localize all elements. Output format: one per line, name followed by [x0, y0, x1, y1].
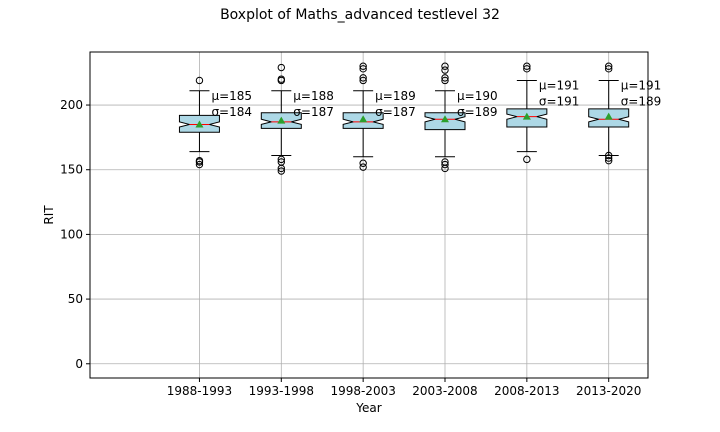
x-tick-label: 2008-2013	[494, 384, 559, 398]
outlier-point	[277, 63, 285, 72]
outlier-point	[277, 75, 285, 83]
outlier-point	[277, 155, 285, 164]
outlier-point	[523, 155, 531, 164]
outlier-point	[605, 156, 613, 165]
y-tick-label: 0	[75, 357, 83, 371]
x-axis-label: Year	[355, 401, 381, 415]
grid-layer	[90, 52, 648, 378]
mean-annotation: μ=185	[211, 89, 252, 103]
outlier-point	[277, 158, 285, 166]
box-group: μ=190 σ=189	[424, 62, 498, 173]
outlier-point	[441, 158, 449, 166]
mean-marker	[195, 120, 204, 128]
box-group: μ=191 σ=189	[588, 62, 662, 165]
x-tick-label: 1993-1998	[249, 384, 314, 398]
box-group: μ=185 σ=184	[178, 76, 252, 169]
outlier-point	[359, 65, 367, 73]
x-tick-label: 2003-2008	[412, 384, 477, 398]
chart-title: Boxplot of Maths_advanced testlevel 32	[220, 7, 500, 23]
outlier-point	[605, 151, 613, 160]
mean-annotation: μ=188	[293, 89, 334, 103]
x-tick-label: 1998-2003	[330, 384, 395, 398]
y-tick-label: 150	[60, 163, 83, 177]
mean-annotation: μ=189	[375, 89, 416, 103]
mean-marker	[277, 116, 286, 124]
outlier-point	[441, 76, 449, 85]
outlier-point	[195, 76, 204, 85]
y-tick-label: 50	[68, 292, 83, 306]
sigma-annotation: σ=187	[375, 105, 416, 119]
outlier-point	[605, 62, 613, 70]
axes-layer: 0 50 100 150 200 1988-1993 1993-1998 1998-2003 2…	[60, 98, 641, 398]
y-axis-label: RIT	[42, 205, 56, 225]
outlier-point	[359, 159, 367, 167]
outlier-point	[605, 154, 613, 162]
outlier-point	[359, 62, 367, 70]
outlier-point	[359, 74, 367, 82]
mean-marker	[441, 115, 449, 123]
outlier-point	[359, 163, 367, 171]
sigma-annotation: σ=191	[539, 94, 580, 108]
outlier-point	[523, 65, 531, 73]
outlier-point	[441, 160, 449, 169]
sigma-annotation: σ=187	[293, 105, 334, 119]
box-group: μ=188 σ=187	[260, 63, 334, 175]
box-group: μ=189 σ=187	[342, 62, 416, 171]
plot-frame	[89, 51, 649, 379]
sigma-annotation: σ=189	[457, 105, 498, 119]
mean-marker	[604, 112, 613, 120]
box-group: μ=191 σ=191	[506, 62, 580, 164]
mean-annotation: μ=191	[621, 78, 662, 92]
mean-marker	[359, 115, 368, 123]
outlier-point	[277, 167, 285, 175]
outlier-point	[523, 62, 531, 70]
outlier-point	[195, 156, 204, 165]
x-tick-label: 1988-1993	[167, 384, 232, 398]
outlier-point	[441, 66, 449, 74]
x-tick-label: 2013-2020	[576, 384, 641, 398]
y-tick-label: 100	[60, 227, 83, 241]
outlier-point	[359, 76, 367, 85]
outlier-point	[195, 160, 204, 169]
outlier-point	[441, 74, 449, 82]
mean-marker	[522, 112, 531, 120]
mean-annotation: μ=191	[539, 78, 580, 92]
boxes-layer: μ=185 σ=184 μ=188 σ=187 μ=189 σ=187 μ=190 σ=189…	[178, 62, 662, 175]
outlier-point	[605, 65, 613, 73]
y-tick-label: 200	[60, 98, 83, 112]
outlier-point	[441, 62, 449, 70]
sigma-annotation: σ=184	[211, 105, 252, 119]
sigma-annotation: σ=189	[621, 94, 662, 108]
mean-annotation: μ=190	[457, 89, 498, 103]
